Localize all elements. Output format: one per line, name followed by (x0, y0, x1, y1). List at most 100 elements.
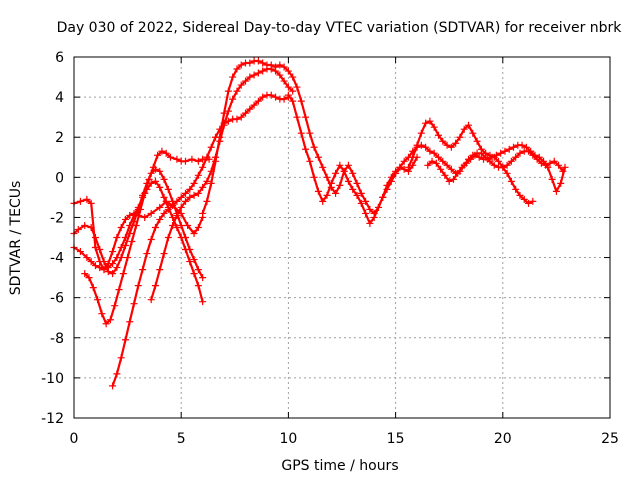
data-point-marker (503, 169, 511, 177)
data-point-marker (449, 175, 457, 183)
axis-ticks: 0 5 10 15 20 25 -12 -10 -8 -6 -4 -2 0 2 4 6 (41, 50, 619, 447)
data-point-marker (126, 211, 134, 219)
data-point-marker (74, 225, 82, 233)
x-tick-label: 20 (494, 431, 512, 447)
data-point-marker (344, 161, 352, 169)
data-point-marker (190, 256, 198, 264)
y-tick-label: -4 (50, 251, 64, 267)
data-point-marker (306, 157, 314, 165)
data-point-marker (156, 167, 164, 175)
data-point-marker (113, 234, 121, 241)
x-tick-label: 15 (387, 431, 405, 447)
data-point-marker (194, 266, 202, 274)
data-point-marker (117, 254, 125, 262)
data-point-marker (199, 298, 207, 306)
data-point-marker (297, 129, 305, 137)
x-axis-title: GPS time / hours (281, 458, 398, 474)
data-point-marker (104, 268, 112, 276)
data-point-marker (529, 197, 537, 205)
data-point-marker (501, 147, 509, 155)
data-point-marker (199, 183, 207, 191)
data-point-marker (111, 302, 119, 310)
data-point-marker (177, 203, 185, 211)
data-point-marker (516, 191, 524, 199)
data-point-marker (297, 97, 305, 105)
data-point-marker (302, 113, 310, 121)
data-point-marker (233, 115, 241, 123)
x-tick-label: 0 (70, 431, 79, 447)
data-point-marker (190, 270, 198, 278)
data-point-marker (357, 199, 365, 207)
grid (74, 57, 610, 418)
y-tick-label: -10 (41, 371, 64, 387)
data-point-marker (117, 354, 125, 362)
data-point-marker (447, 143, 455, 151)
data-point-marker (497, 149, 505, 157)
data-point-marker (507, 157, 515, 165)
data-point-marker (505, 145, 513, 153)
data-point-marker (323, 191, 331, 199)
data-point-marker (224, 107, 232, 115)
data-point-marker (181, 157, 189, 165)
data-point-marker (267, 91, 275, 99)
data-point-marker (284, 83, 292, 91)
data-point-marker (177, 221, 185, 229)
y-axis-title: SDTVAR / TECUs (8, 181, 24, 296)
data-point-marker (139, 266, 147, 274)
data-point-marker (512, 185, 520, 193)
data-point-marker (207, 179, 215, 187)
data-point-marker (482, 149, 490, 157)
data-point-marker (387, 173, 395, 181)
data-point-marker (366, 219, 374, 227)
data-point-marker (173, 155, 181, 163)
data-point-marker (302, 145, 310, 153)
data-point-marker (409, 153, 417, 161)
data-point-marker (177, 193, 185, 201)
data-point-marker (332, 189, 340, 197)
x-tick-label: 25 (601, 431, 619, 447)
data-point-marker (267, 61, 275, 69)
data-point-marker (121, 215, 129, 223)
data-point-marker (91, 262, 99, 270)
data-point-marker (233, 65, 241, 73)
data-point-marker (104, 260, 112, 268)
data-point-marker (186, 246, 194, 254)
data-point-marker (362, 197, 370, 205)
series-line (150, 67, 294, 301)
data-point-marker (319, 197, 327, 205)
data-point-marker (233, 87, 241, 95)
data-point-marker (181, 197, 189, 205)
data-point-marker (259, 93, 267, 101)
data-point-marker (289, 97, 297, 105)
data-point-marker (102, 320, 110, 328)
data-point-marker (212, 157, 220, 165)
data-point-marker (203, 197, 211, 205)
data-point-marker (349, 169, 357, 177)
data-point-marker (432, 159, 440, 167)
data-point-marker (452, 139, 460, 147)
data-point-marker (134, 282, 142, 290)
data-point-marker (126, 229, 134, 237)
data-point-marker (460, 125, 468, 133)
data-point-marker (83, 254, 91, 262)
data-point-marker (379, 193, 387, 201)
data-point-marker (164, 185, 172, 193)
data-point-marker (87, 199, 95, 207)
data-point-marker (520, 195, 528, 203)
data-point-marker (130, 209, 138, 217)
data-point-marker (422, 119, 430, 127)
data-point-marker (254, 57, 262, 65)
data-series-layer (70, 57, 569, 390)
data-point-marker (454, 169, 462, 177)
data-point-marker (246, 73, 254, 81)
data-point-marker (194, 157, 202, 165)
y-tick-label: 6 (55, 50, 64, 66)
x-tick-label: 10 (279, 431, 297, 447)
data-point-marker (199, 209, 207, 217)
data-point-marker (516, 149, 524, 157)
data-point-marker (383, 181, 391, 189)
data-point-marker (117, 244, 125, 252)
data-point-marker (458, 163, 466, 171)
data-point-marker (531, 151, 539, 159)
data-point-marker (113, 370, 121, 378)
